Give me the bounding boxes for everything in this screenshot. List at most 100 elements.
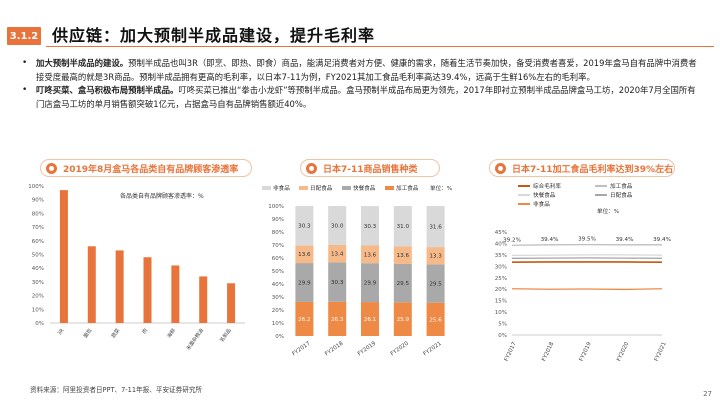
stacked-bar-segment	[426, 206, 445, 248]
data-label: 29.9	[364, 281, 377, 287]
y-tick-label: 15%	[495, 299, 507, 305]
y-tick-label: 10%	[495, 310, 507, 316]
data-label: 13.6	[397, 253, 410, 259]
panel-header-margin: 日本7-11加工食品毛利率达到39%左右	[489, 159, 675, 177]
legend-swatch	[262, 186, 271, 190]
y-tick-label: 80%	[272, 230, 284, 236]
y-tick-label: 90%	[272, 217, 284, 223]
panel-title: 日本7-11商品销售种类	[323, 164, 418, 175]
legend-label: 非食品	[533, 200, 550, 208]
x-tick-label: FY2021	[654, 341, 668, 362]
stacked-bar-segment	[393, 246, 412, 264]
y-tick-label: 80%	[32, 211, 44, 217]
x-tick-label: 乳制品	[218, 327, 232, 343]
data-label: 39.4%	[541, 237, 559, 243]
stacked-bar-segment	[393, 263, 412, 303]
unit-label: 单位：%	[597, 207, 619, 215]
x-tick-label: FY2017	[504, 341, 518, 363]
x-tick-label: 米面杂粮油	[185, 327, 205, 352]
legend-label: 快餐食品	[353, 184, 376, 192]
bullet-text: 预制半成品也叫3R（即烹、即热、即食）商品，能满足消费者对方便、健康的需求，随着…	[36, 58, 697, 82]
y-tick-label: 40%	[272, 282, 284, 288]
bar	[143, 257, 152, 323]
x-tick-label: FY2019	[357, 340, 378, 357]
stacked-bar-segment	[295, 301, 314, 336]
stacked-bar-segment	[426, 247, 445, 265]
legend-swatch	[342, 186, 351, 190]
data-label: 29.9	[298, 281, 311, 287]
bullet-item: • 叮咚买菜、盒马积极布局预制半成品。叮咚买菜已推出“拳击小龙虾”等预制半成品。…	[22, 84, 702, 111]
panel-title: 日本7-11加工食品毛利率达到39%左右	[512, 164, 674, 175]
y-tick-label: 5%	[498, 322, 507, 328]
y-tick-label: 0%	[275, 334, 284, 340]
y-tick-label: 0%	[35, 321, 44, 327]
data-label: 39.2%	[503, 237, 521, 243]
bullet-list: • 加大预制半成品的建设。预制半成品也叫3R（即烹、即热、即食）商品，能满足消费…	[22, 57, 702, 111]
bar	[199, 276, 208, 323]
title-divider	[46, 46, 714, 47]
stacked-bar-segment	[426, 264, 445, 303]
x-tick-label: FY2020	[616, 341, 630, 363]
bullet-lead: 加大预制半成品的建设。	[36, 58, 129, 68]
y-tick-label: 20%	[495, 287, 507, 293]
y-tick-label: 60%	[272, 256, 284, 262]
stacked-bar-segment	[361, 302, 379, 336]
y-tick-label: 45%	[495, 230, 507, 236]
target-icon	[46, 162, 57, 174]
legend-label: 日配食品	[610, 191, 633, 199]
x-tick-label: FY2017	[291, 340, 312, 357]
y-tick-label: 35%	[495, 253, 507, 259]
bullet-lead: 叮咚买菜、盒马积极布局预制半成品。	[36, 85, 179, 96]
y-tick-label: 30%	[32, 280, 44, 286]
legend-label: 加工食品	[610, 182, 633, 190]
bar	[115, 250, 124, 323]
data-label: 13.6	[364, 252, 377, 258]
y-tick-label: 10%	[32, 307, 44, 313]
legend-label: 日配食品	[310, 184, 333, 192]
stacked-bar-segment	[295, 245, 314, 264]
y-tick-label: 40%	[32, 266, 44, 272]
x-tick-label: FY2018	[541, 341, 555, 363]
y-tick-label: 90%	[32, 198, 44, 204]
stacked-bar-segment	[393, 206, 412, 247]
data-label: 39.5%	[578, 237, 596, 243]
data-label: 31.6	[429, 225, 442, 231]
data-label: 29.5	[397, 281, 410, 287]
stacked-bar-segment	[328, 301, 347, 336]
x-tick-label: FY2019	[579, 341, 593, 363]
bullet-dot-icon: •	[22, 85, 28, 96]
stacked-bar-segment	[295, 263, 314, 302]
page-number: 27	[703, 390, 712, 398]
series-line	[511, 243, 662, 246]
y-tick-label: 50%	[32, 253, 44, 259]
bar	[59, 190, 68, 323]
bar	[227, 283, 236, 323]
x-tick-label: 面包	[82, 327, 93, 339]
y-tick-label: 70%	[272, 243, 284, 249]
stacked-bar-segment	[393, 302, 412, 336]
data-label: 25.6	[429, 317, 442, 323]
bullet-text: 叮咚买菜已推出“拳击小龙虾”等预制半成品。盒马预制半成品布局更为领先，2017年…	[36, 85, 696, 109]
chart-title: 各品类自有品牌顾客渗透率：%	[120, 192, 204, 200]
stacked-bar-segment	[328, 206, 347, 245]
y-tick-label: 30%	[495, 264, 507, 270]
bullet-dot-icon: •	[22, 58, 28, 68]
data-label: 39.4%	[653, 237, 671, 243]
y-tick-label: 20%	[272, 308, 284, 314]
stacked-bar-segment	[426, 302, 445, 336]
data-label: 13.6	[298, 252, 311, 258]
legend-swatch	[385, 186, 394, 190]
x-tick-label: 海鲜	[166, 327, 177, 339]
data-label: 26.2	[298, 317, 310, 323]
stacked-bar-segment	[328, 245, 347, 263]
x-tick-label: 蔬菜	[110, 327, 121, 339]
stacked-bar-segment	[361, 245, 379, 264]
page-title: 供应链：加大预制半成品建设，提升毛利率	[52, 26, 376, 45]
x-tick-label: 肉	[141, 327, 150, 335]
data-label: 31.0	[397, 224, 410, 230]
data-label: 26.1	[364, 317, 377, 323]
section-badge: 3.1.2	[7, 27, 41, 45]
data-label: 29.5	[429, 282, 442, 288]
data-label: 26.3	[331, 317, 344, 323]
x-tick-label: FY2021	[422, 341, 442, 358]
